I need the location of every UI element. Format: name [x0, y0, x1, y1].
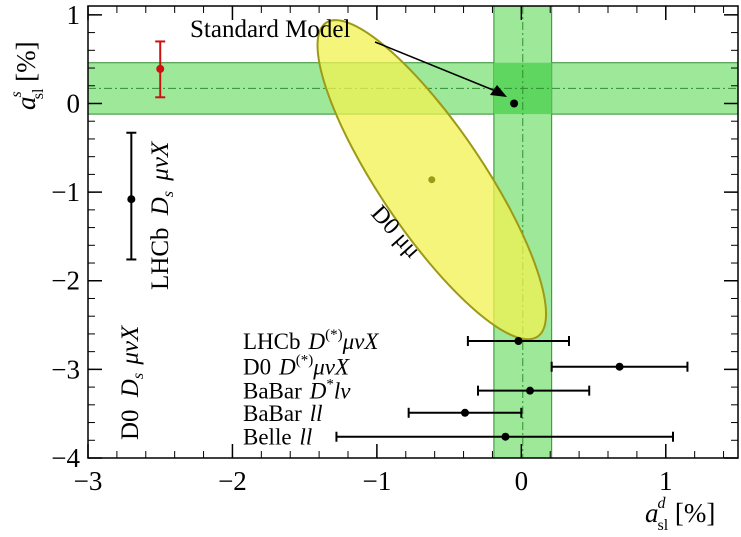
d0-mumu-ellipse-center — [428, 176, 436, 184]
y-tick-label: −2 — [51, 266, 80, 296]
lhcb-ds-label: LHCb Ds μνX — [147, 140, 179, 290]
d0-ds-label: D0 Ds μνX — [117, 324, 149, 440]
horizontal-measurement-4 — [335, 431, 674, 442]
data-point — [156, 64, 165, 73]
horizontal-measurement-1 — [550, 361, 689, 372]
horizontal-measurement-3 — [407, 407, 523, 418]
x-tick-label: −2 — [218, 466, 247, 496]
y-tick-label: −1 — [51, 177, 80, 207]
measurement-label-0: LHCb D(*)μνX — [243, 327, 379, 354]
plot-frame — [87, 5, 739, 459]
standard-model-arrowhead — [490, 85, 507, 97]
horizontal-measurement-2 — [477, 385, 591, 396]
data-point — [127, 195, 136, 204]
data-point — [615, 362, 624, 371]
measurement-label-2: BaBar D*lν — [243, 377, 351, 404]
data-point — [514, 337, 523, 346]
x-tick-label: 1 — [659, 466, 673, 496]
data-point — [501, 432, 510, 441]
y-tick-label: 1 — [67, 0, 81, 30]
y-tick-label: −4 — [51, 443, 80, 473]
x-tick-label: −1 — [363, 466, 392, 496]
data-point — [461, 408, 469, 417]
standard-model-arrow — [374, 41, 499, 93]
standard-model-label: Standard Model — [190, 16, 350, 43]
y-axis-title: as sl [%] — [8, 41, 47, 110]
vertical-measurement-lhcb — [155, 40, 166, 99]
measurement-label-4: Belle ll — [243, 425, 312, 450]
data-point — [526, 386, 534, 395]
x-tick-label: −3 — [74, 466, 103, 496]
y-tick-label: 0 — [67, 88, 81, 118]
x-axis-title: ad sl [%] — [645, 495, 715, 534]
measurement-label-3: BaBar ll — [243, 401, 323, 426]
measurement-label-1: D0 D(*)μνX — [243, 353, 350, 380]
horizontal-measurement-0 — [466, 336, 570, 347]
x-tick-label: 0 — [515, 466, 529, 496]
y-tick-label: −3 — [51, 354, 80, 384]
vertical-measurement-d0 — [126, 131, 137, 261]
standard-model-point — [510, 99, 519, 108]
